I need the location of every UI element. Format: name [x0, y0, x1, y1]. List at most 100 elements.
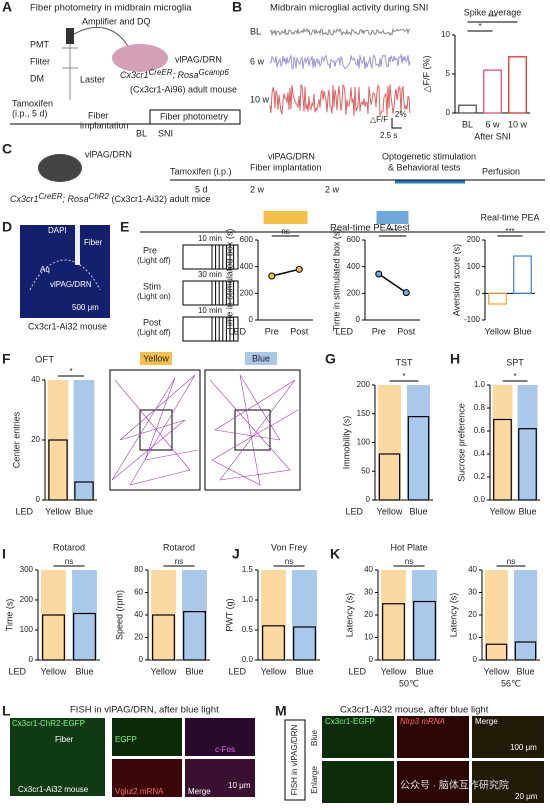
- shade: [72, 570, 97, 660]
- label: vlPAG/DRN: [50, 280, 92, 289]
- chart-title: Rotarod: [163, 542, 195, 552]
- y-tick-label: 0: [473, 655, 478, 664]
- panel-label: E: [120, 219, 129, 235]
- label: 100 μm: [510, 743, 537, 752]
- label: Yellow: [143, 353, 169, 363]
- fiber: [73, 26, 131, 51]
- box: [182, 316, 239, 342]
- label: 10 μm: [228, 781, 251, 790]
- micrograph: [472, 761, 544, 803]
- bar: [518, 428, 537, 501]
- y-tick-label: 1.5: [242, 565, 254, 574]
- sig-label: *: [402, 372, 405, 381]
- shade: [73, 380, 95, 500]
- sig-label: ***: [488, 13, 497, 22]
- x-tick-label: 6 w: [485, 119, 500, 129]
- label: FISH in vlPAG/DRN: [290, 725, 299, 796]
- x-tick-label: 10 w: [508, 119, 528, 129]
- panel-label: B: [232, 0, 242, 15]
- y-tick-label: 0: [249, 315, 254, 324]
- center-zone: [234, 409, 271, 451]
- phase-name: Stim: [143, 281, 161, 291]
- title: FISH in vlPAG/DRN, after blue light: [70, 705, 219, 716]
- bar: [183, 611, 206, 661]
- tag: [376, 211, 409, 224]
- panel-b: Midbrain microglial activity during SNI …: [250, 3, 428, 141]
- shade: [484, 570, 509, 660]
- bar: [42, 614, 65, 661]
- y-tick-label: 30: [364, 588, 373, 597]
- arena: [204, 369, 301, 491]
- label: 5 d: [195, 184, 208, 194]
- panel-c: vlPAG/DRN Cx3cr1CreER; RosaChR2 (Cx3cr1-…: [10, 149, 545, 204]
- bar: [48, 439, 68, 501]
- panel-label: K: [330, 546, 340, 562]
- y-tick-label: 0.0: [242, 655, 254, 664]
- phase-time: 30 min: [198, 270, 222, 279]
- label: Fiber: [84, 238, 103, 247]
- t: Cx3cr1: [120, 70, 149, 80]
- label: Fiber: [55, 735, 74, 744]
- bar: [508, 56, 527, 114]
- y-tick-label: 0: [36, 495, 41, 504]
- t: ChR2: [89, 192, 110, 201]
- led-label: LED: [8, 666, 26, 676]
- label: Vglut2 mRNA: [115, 787, 164, 796]
- y-tick-label: 200: [20, 595, 34, 604]
- photometry-box: [149, 109, 241, 125]
- shade: [517, 385, 538, 500]
- bar: [407, 416, 430, 501]
- title: Fiber photometry in midbrain microglia: [30, 3, 192, 14]
- y-tick-label: 40: [364, 565, 373, 574]
- panel-f: OFT Yellow Blue: [35, 352, 301, 491]
- phase-time: 10 min: [198, 234, 222, 243]
- y-tick-label: 60: [134, 588, 143, 597]
- y-tick-label: 0.6: [474, 426, 486, 435]
- y-tick-label: 400: [240, 262, 254, 271]
- micrograph: [322, 761, 394, 803]
- mean-point: [402, 289, 410, 297]
- phase-time: 10 min: [198, 306, 222, 315]
- watermark: 公众号 · 脑体互作研究院: [400, 779, 509, 792]
- panel-label: M: [275, 703, 287, 719]
- label: Blue: [310, 729, 319, 746]
- shade: [261, 570, 286, 660]
- y-label: Speed (rpm): [114, 590, 124, 640]
- bar: [74, 481, 94, 501]
- panel-d: DAPI Fiber Aq vlPAG/DRN 500 μm Cx3cr1-Ai…: [20, 225, 110, 331]
- mean-point: [375, 270, 383, 278]
- chart-title: Von Frey: [271, 542, 308, 552]
- y-tick-label: 10: [468, 633, 477, 642]
- panel-l: FISH in vlPAG/DRN, after blue light Cx3c…: [10, 705, 255, 797]
- label: Fliter: [30, 56, 50, 66]
- x-tick-label: Yellow: [151, 666, 177, 676]
- scale-bar: [391, 118, 402, 129]
- bar: [513, 255, 532, 294]
- t: ; Rosa: [173, 70, 199, 80]
- panel-label: F: [2, 351, 11, 367]
- chart-title: SPT: [506, 357, 524, 367]
- x-tick-label: Pre: [372, 326, 386, 336]
- y-tick-label: 300: [20, 565, 34, 574]
- y-label: Center entries: [11, 411, 21, 468]
- box: [182, 280, 239, 306]
- label: Cx3cr1-EGFP: [325, 717, 375, 726]
- label: 2 w: [325, 184, 340, 194]
- x-tick-label: Yellow: [485, 326, 511, 336]
- bar: [458, 104, 477, 114]
- sig-label: *: [69, 367, 72, 376]
- mean-line: [378, 273, 407, 294]
- t: Cx3cr1: [10, 194, 39, 204]
- label: DM: [30, 73, 44, 83]
- panel-m: Cx3cr1-Ai32 mouse, after blue light FISH…: [284, 705, 544, 803]
- panel-label: J: [232, 546, 240, 562]
- y-label: Aversion score (s): [451, 244, 461, 316]
- label: Aq: [40, 265, 50, 274]
- label: PMT: [30, 39, 50, 49]
- y-label: Immobility (s): [341, 416, 351, 470]
- micrograph: [112, 718, 182, 756]
- sig-label: ns: [405, 557, 413, 566]
- led-label: LED: [335, 326, 353, 336]
- panel-label: C: [2, 141, 12, 157]
- y-tick-label: 400: [347, 262, 361, 271]
